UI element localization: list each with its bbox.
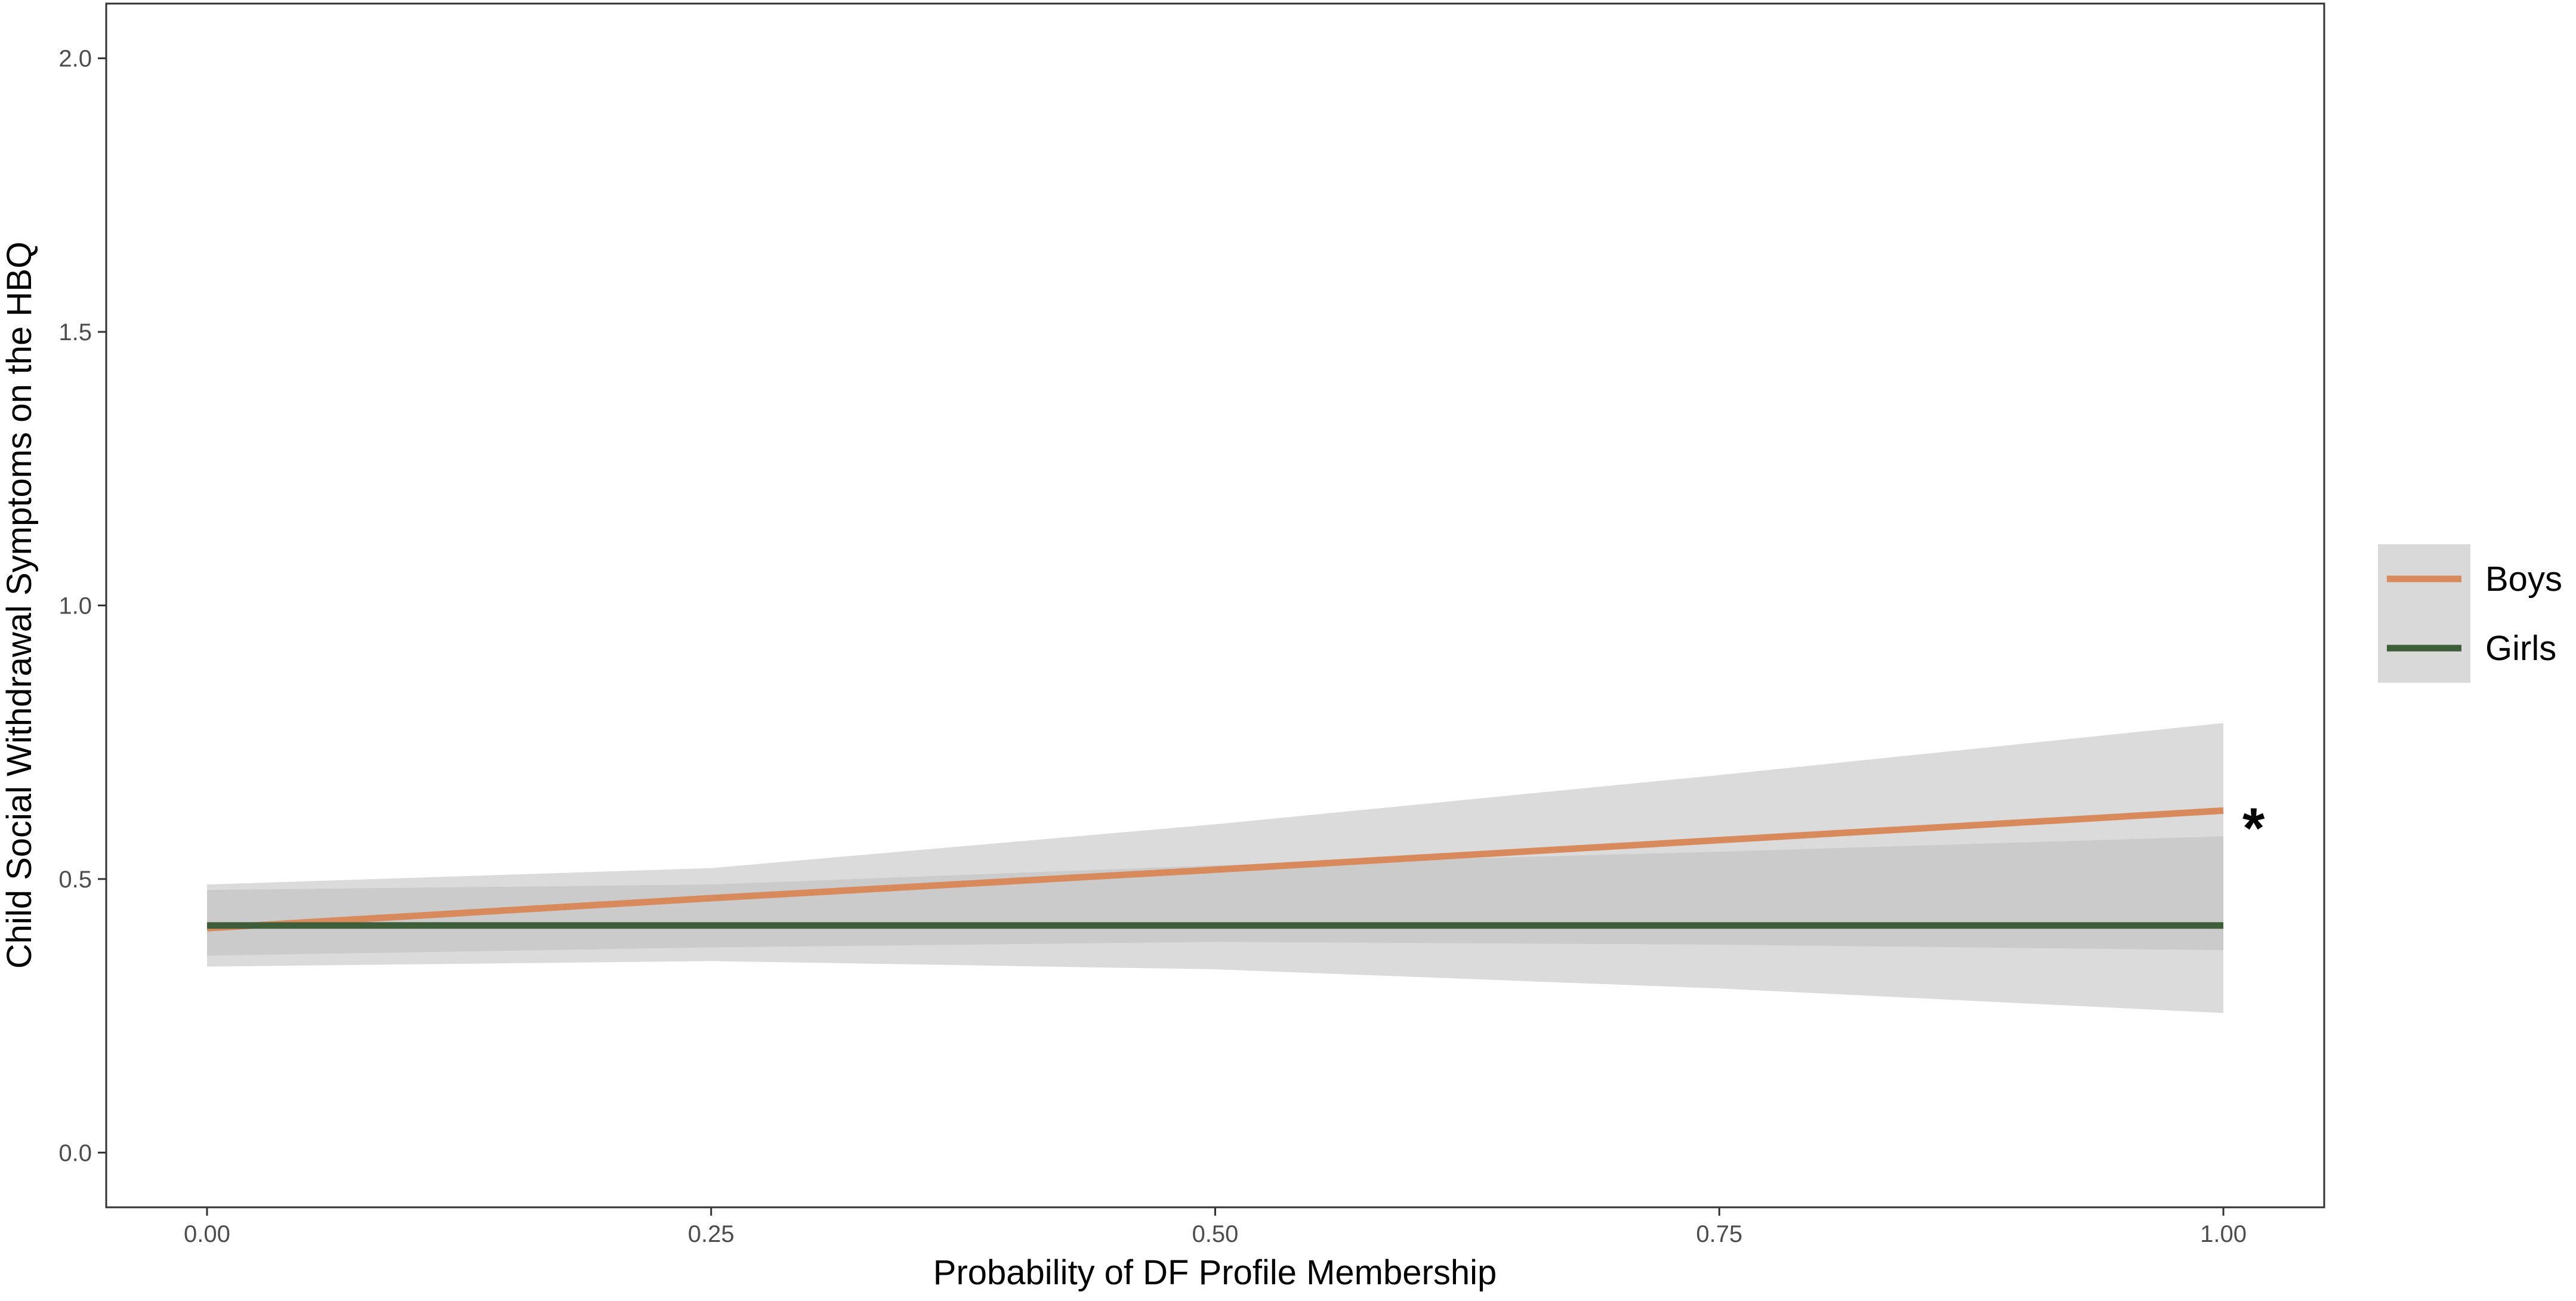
legend-label-girls: Girls <box>2485 629 2556 668</box>
legend-key-background <box>2378 544 2470 683</box>
y-tick-label: 1.5 <box>58 319 92 346</box>
legend: Boys Girls <box>2378 544 2562 683</box>
plot-panel-border <box>105 2 2325 1208</box>
x-axis-title: Probability of DF Profile Membership <box>933 1253 1497 1292</box>
series-lines <box>206 807 2224 932</box>
legend-label-boys: Boys <box>2485 560 2562 599</box>
x-tick-label: 1.00 <box>2200 1221 2247 1247</box>
y-axis-title: Child Social Withdrawal Symptoms on the … <box>0 242 39 969</box>
y-tick-label: 2.0 <box>58 46 92 72</box>
x-axis: 0.00 0.25 0.50 0.75 1.00 <box>184 1207 2247 1247</box>
y-tick-label: 1.0 <box>58 593 92 619</box>
x-tick-label: 0.50 <box>1192 1221 1239 1247</box>
series-line-boys <box>206 807 2224 932</box>
y-tick-label: 0.5 <box>58 867 92 893</box>
y-tick-label: 0.0 <box>58 1140 92 1166</box>
y-axis: 0.0 0.5 1.0 1.5 2.0 <box>58 46 106 1166</box>
x-tick-label: 0.00 <box>184 1221 230 1247</box>
chart-annotations: * <box>2242 796 2265 860</box>
x-tick-label: 0.25 <box>688 1221 735 1247</box>
x-tick-label: 0.75 <box>1696 1221 1742 1247</box>
significance-marker: * <box>2242 796 2265 860</box>
